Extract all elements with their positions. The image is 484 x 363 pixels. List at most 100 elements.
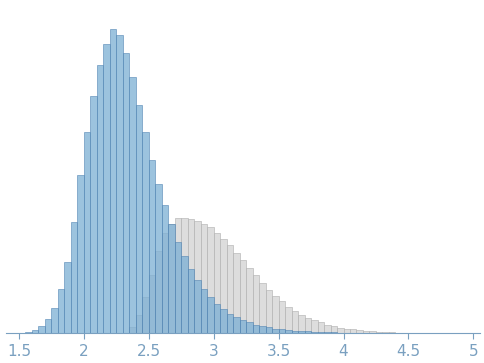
Bar xyxy=(227,314,233,334)
Bar xyxy=(304,331,311,334)
Bar xyxy=(162,233,168,334)
Bar xyxy=(422,333,428,334)
Bar xyxy=(155,251,162,334)
Bar xyxy=(227,245,233,334)
Bar xyxy=(298,331,304,334)
Bar xyxy=(129,327,136,334)
Bar xyxy=(318,332,324,334)
Bar xyxy=(266,327,272,334)
Bar xyxy=(142,297,149,334)
Bar xyxy=(291,331,298,334)
Bar xyxy=(91,95,97,334)
Bar xyxy=(181,217,188,334)
Bar xyxy=(304,318,311,334)
Bar xyxy=(149,160,155,334)
Bar xyxy=(194,280,201,334)
Bar xyxy=(240,260,246,334)
Bar xyxy=(266,290,272,334)
Bar xyxy=(213,304,220,334)
Bar xyxy=(344,333,350,334)
Bar xyxy=(369,331,376,334)
Bar xyxy=(207,297,213,334)
Bar xyxy=(331,332,337,334)
Bar xyxy=(259,326,266,334)
Bar xyxy=(363,333,369,334)
Bar xyxy=(311,331,318,334)
Bar xyxy=(181,256,188,334)
Bar xyxy=(188,269,194,334)
Bar xyxy=(110,29,116,334)
Bar xyxy=(97,65,103,334)
Bar xyxy=(175,217,181,334)
Bar xyxy=(45,319,51,334)
Bar xyxy=(240,320,246,334)
Bar xyxy=(382,332,389,334)
Bar xyxy=(350,330,357,334)
Bar xyxy=(136,315,142,334)
Bar xyxy=(337,328,344,334)
Bar xyxy=(376,331,382,334)
Bar xyxy=(246,322,253,334)
Bar xyxy=(402,333,408,334)
Bar xyxy=(220,239,227,334)
Bar xyxy=(233,317,240,334)
Bar xyxy=(201,224,207,334)
Bar xyxy=(428,333,435,334)
Bar xyxy=(58,289,64,334)
Bar xyxy=(162,205,168,334)
Bar xyxy=(168,224,175,334)
Bar xyxy=(51,307,58,334)
Bar xyxy=(233,253,240,334)
Bar xyxy=(311,320,318,334)
Bar xyxy=(149,276,155,334)
Bar xyxy=(201,289,207,334)
Bar xyxy=(77,175,84,334)
Bar xyxy=(291,311,298,334)
Bar xyxy=(298,314,304,334)
Bar xyxy=(389,332,395,334)
Bar xyxy=(408,333,415,334)
Bar xyxy=(142,132,149,334)
Bar xyxy=(194,221,201,334)
Bar xyxy=(279,301,285,334)
Bar xyxy=(207,227,213,334)
Bar xyxy=(272,329,279,334)
Bar xyxy=(395,333,402,334)
Bar xyxy=(26,332,32,334)
Bar xyxy=(285,307,291,334)
Bar xyxy=(64,262,71,334)
Bar xyxy=(253,276,259,334)
Bar xyxy=(324,325,331,334)
Bar xyxy=(123,53,129,334)
Bar xyxy=(116,34,123,334)
Bar xyxy=(415,333,422,334)
Bar xyxy=(136,105,142,334)
Bar xyxy=(357,333,363,334)
Bar xyxy=(279,330,285,334)
Bar xyxy=(246,268,253,334)
Bar xyxy=(175,242,181,334)
Bar xyxy=(357,330,363,334)
Bar xyxy=(220,309,227,334)
Bar xyxy=(337,333,344,334)
Bar xyxy=(331,326,337,334)
Bar xyxy=(259,283,266,334)
Bar xyxy=(344,329,350,334)
Bar xyxy=(285,330,291,334)
Bar xyxy=(213,233,220,334)
Bar xyxy=(188,219,194,334)
Bar xyxy=(350,333,357,334)
Bar xyxy=(253,325,259,334)
Bar xyxy=(168,224,175,334)
Bar xyxy=(38,326,45,334)
Bar xyxy=(32,330,38,334)
Bar xyxy=(318,322,324,334)
Bar xyxy=(363,331,369,334)
Bar xyxy=(155,184,162,334)
Bar xyxy=(103,44,110,334)
Bar xyxy=(71,222,77,334)
Bar xyxy=(129,77,136,334)
Bar xyxy=(324,332,331,334)
Bar xyxy=(84,132,91,334)
Bar xyxy=(272,296,279,334)
